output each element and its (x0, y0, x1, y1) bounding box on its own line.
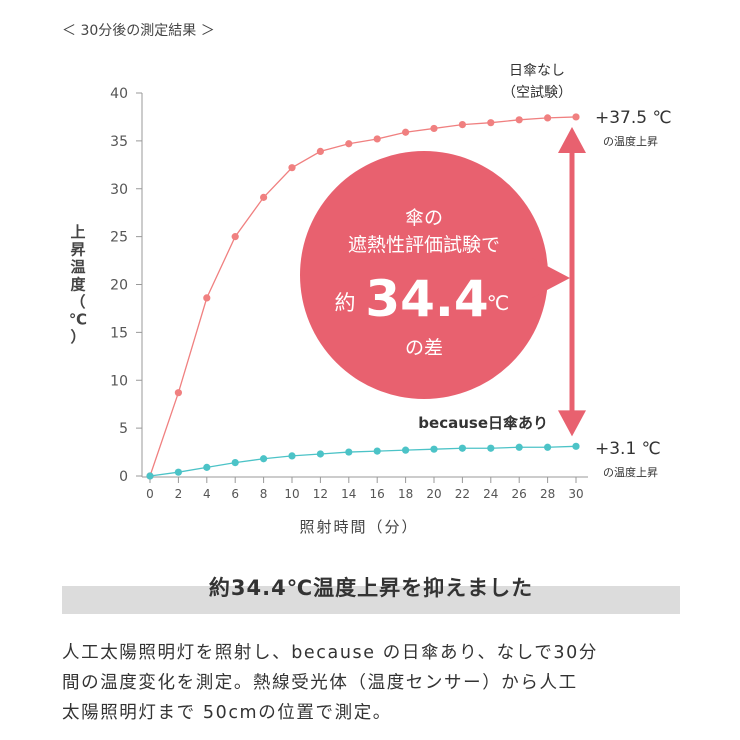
y-tick-label: 25 (110, 230, 128, 246)
data-point (430, 445, 438, 453)
series-lines (146, 113, 580, 480)
x-axis-title: 照射時間（分） (299, 518, 418, 536)
data-point (288, 452, 296, 460)
arrow-head-up (558, 126, 586, 153)
banner-highlight (62, 586, 680, 614)
x-tick-label: 16 (370, 487, 385, 501)
data-point (373, 447, 381, 455)
arrow-head-down (558, 410, 586, 437)
data-point (231, 458, 239, 467)
data-point (515, 116, 523, 124)
y-axis-title-char: ） (70, 328, 85, 346)
data-point (430, 124, 438, 133)
data-point (458, 120, 466, 129)
data-point (487, 444, 495, 452)
data-point (203, 294, 211, 302)
top-value-label: +37.5 ℃ (595, 108, 672, 128)
bubble-line1: 傘の (405, 207, 443, 229)
bubble-prefix: 約 (335, 291, 356, 315)
x-tick-label: 4 (203, 487, 211, 501)
x-tick-label: 24 (483, 487, 498, 501)
x-tick-label: 28 (540, 487, 555, 501)
top-value-sublabel: の温度上昇 (603, 134, 658, 148)
x-tick-label: 10 (284, 487, 299, 501)
data-point (316, 147, 324, 156)
y-tick-label: 40 (110, 86, 128, 102)
y-tick-label: 15 (110, 325, 128, 341)
series-labels: 日傘なし （空試験） +37.5 ℃ の温度上昇 because日傘あり +3.1 ℃ の温… (418, 63, 671, 479)
data-point (231, 233, 239, 241)
y-axis-title-char: ℃ (69, 311, 87, 329)
data-point (345, 448, 353, 456)
series-line-1 (149, 116, 577, 477)
data-point (203, 463, 211, 471)
data-point (174, 389, 182, 397)
description-line: 太陽照明灯まで 50cmの位置で測定。 (62, 703, 392, 723)
description-line: 間の温度変化を測定。熱線受光体（温度センサー）から人工 (62, 673, 578, 693)
difference-arrow (558, 126, 586, 437)
data-point (288, 164, 296, 172)
y-axis-title-char: （ (70, 293, 85, 311)
bubble-unit: ℃ (487, 291, 509, 315)
bottom-value-sublabel: の温度上昇 (603, 465, 658, 479)
description-line: 人工太陽照明灯を照射し、because の日傘あり、なしで30分 (62, 643, 598, 663)
x-tick-label: 22 (455, 487, 470, 501)
data-point (146, 472, 154, 480)
y-tick-label: 30 (110, 182, 128, 198)
series-line-2 (149, 445, 577, 477)
data-point (402, 128, 410, 136)
data-point (316, 450, 324, 458)
bubble-line2: 遮熱性評価試験で (348, 234, 500, 256)
data-point (544, 443, 552, 451)
data-point (174, 468, 182, 476)
bottom-value-label: +3.1 ℃ (595, 439, 661, 459)
bubble-suffix: の差 (405, 337, 443, 359)
data-point (458, 444, 466, 452)
x-tick-label: 0 (146, 487, 154, 501)
x-tick-label: 2 (175, 487, 183, 501)
data-point (544, 114, 552, 122)
x-tick-label: 12 (313, 487, 328, 501)
y-tick-label: 10 (110, 373, 128, 389)
y-axis-title-char: 昇 (70, 241, 85, 259)
data-point (402, 446, 410, 454)
top-series-label-sub: （空試験） (502, 85, 572, 101)
y-tick-label: 35 (110, 134, 128, 150)
data-point (345, 140, 353, 148)
header-caption: ＜ 30分後の測定結果 ＞ (62, 23, 215, 39)
data-point (373, 135, 381, 143)
data-point (572, 113, 580, 121)
banner-title: 約34.4℃温度上昇を抑えました (208, 576, 534, 600)
y-axis-title-char: 上 (70, 223, 85, 241)
x-tick-label: 6 (231, 487, 239, 501)
bubble-circle (300, 151, 548, 399)
x-tick-label: 20 (426, 487, 441, 501)
data-point (260, 193, 268, 201)
description: 人工太陽照明灯を照射し、because の日傘あり、なしで30分 間の温度変化を… (62, 638, 682, 728)
x-tick-label: 14 (341, 487, 356, 501)
y-axis-title-char: 温 (70, 258, 85, 276)
data-point (515, 443, 523, 451)
bubble-number: 34.4 (365, 270, 488, 328)
top-series-label: 日傘なし (509, 63, 565, 79)
bottom-series-label: because日傘あり (418, 414, 548, 432)
data-point (572, 442, 580, 450)
y-axis-title-char: 度 (70, 276, 86, 294)
bubble-pointer (530, 257, 570, 299)
x-tick-label: 30 (568, 487, 583, 501)
x-tick-label: 18 (398, 487, 413, 501)
x-tick-label: 8 (260, 487, 268, 501)
y-tick-label: 0 (119, 469, 128, 485)
result-banner: 約34.4℃温度上昇を抑えました (62, 566, 680, 614)
data-point (260, 455, 268, 463)
x-tick-label: 26 (512, 487, 527, 501)
y-tick-label: 20 (110, 278, 128, 294)
data-point (487, 119, 495, 127)
y-tick-label: 5 (119, 421, 128, 437)
